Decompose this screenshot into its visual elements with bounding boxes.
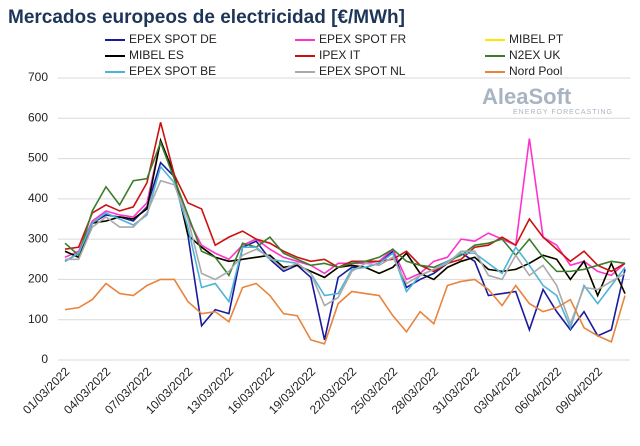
legend-label: Nord Pool — [509, 64, 562, 78]
legend-label: EPEX SPOT BE — [129, 64, 216, 78]
y-tick-label: 600 — [28, 110, 48, 124]
y-tick-label: 500 — [28, 151, 48, 165]
legend-label: IPEX IT — [319, 48, 361, 62]
y-tick-label: 0 — [41, 352, 48, 366]
logo-subtitle: ENERGY FORECASTING — [513, 109, 613, 116]
y-tick-label: 300 — [28, 231, 48, 245]
series-line — [65, 179, 626, 327]
series-line — [64, 278, 626, 345]
series-line — [64, 161, 626, 341]
legend-label: EPEX SPOT FR — [319, 32, 406, 46]
legend-label: EPEX SPOT DE — [129, 32, 217, 46]
legend-label: N2EX UK — [509, 48, 560, 62]
y-tick-label: 400 — [28, 191, 48, 205]
series-line — [64, 164, 626, 331]
series-line — [64, 140, 626, 277]
legend-label: EPEX SPOT NL — [319, 64, 406, 78]
y-tick-label: 700 — [28, 70, 48, 84]
y-tick-label: 100 — [28, 312, 48, 326]
legend-label: MIBEL PT — [509, 32, 564, 46]
chart-title: Mercados europeos de electricidad [€/MWh… — [8, 7, 405, 28]
series-line — [64, 122, 626, 273]
logo: AleaSoft — [482, 84, 572, 109]
legend-label: MIBEL ES — [129, 48, 184, 62]
y-tick-label: 200 — [28, 272, 48, 286]
series-line — [64, 137, 626, 298]
